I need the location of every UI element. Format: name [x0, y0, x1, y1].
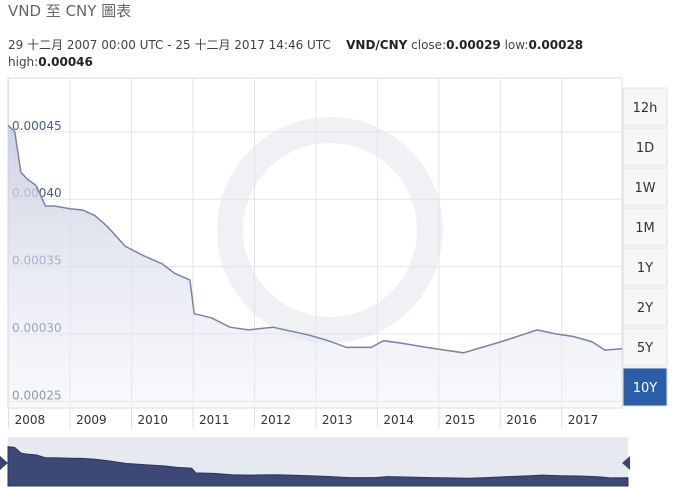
navigator-handle[interactable]: [622, 456, 630, 470]
range-button-label[interactable]: 1D: [636, 141, 654, 156]
chart-title: VND 至 CNY 圖表: [8, 2, 132, 20]
range-button-label[interactable]: 1Y: [637, 261, 653, 276]
date-range: 29 十二月 2007 00:00 UTC - 25 十二月 2017 14:4…: [8, 38, 331, 52]
range-button[interactable]: [622, 247, 668, 287]
range-button[interactable]: [622, 167, 668, 207]
range-button[interactable]: [622, 87, 668, 127]
x-tick-label: 2010: [138, 413, 169, 427]
pair: VND/CNY: [346, 38, 408, 52]
x-tick-label: 2008: [15, 413, 46, 427]
stat-value: 0.00029: [446, 38, 501, 52]
x-tick-label: 2012: [260, 413, 291, 427]
range-button-label[interactable]: 2Y: [637, 301, 653, 316]
range-button-label[interactable]: 5Y: [637, 341, 653, 356]
x-tick-label: 2011: [199, 413, 230, 427]
line: [7, 124, 623, 354]
chart-info: 29 十二月 2007 00:00 UTC - 25 十二月 2017 14:4…: [8, 36, 583, 53]
range-button[interactable]: [622, 127, 668, 167]
stat-label: low:: [504, 38, 529, 52]
y-tick-label: 0.00045: [12, 119, 62, 133]
stat-value: 0.00046: [38, 55, 93, 69]
range-button[interactable]: [622, 207, 668, 247]
range-button-label[interactable]: 10Y: [633, 381, 658, 396]
stat-label: close:: [411, 38, 447, 52]
range-button-label[interactable]: 12h: [633, 101, 658, 116]
x-tick-label: 2009: [76, 413, 107, 427]
watermark: [217, 117, 443, 343]
range-button[interactable]: [622, 287, 668, 327]
stat-label: high:: [8, 55, 39, 69]
chart-info: high:0.00046: [8, 55, 93, 69]
x-tick-label: 2015: [445, 413, 476, 427]
range-button-label[interactable]: 1W: [634, 181, 655, 196]
stat-value: 0.00028: [528, 38, 584, 52]
range-button[interactable]: [622, 327, 668, 367]
area: [8, 125, 622, 408]
range-button-label[interactable]: 1M: [635, 221, 655, 236]
x-tick-label: 2014: [383, 413, 414, 427]
navigator-area: [7, 446, 629, 487]
x-tick-label: 2017: [568, 413, 599, 427]
range-button[interactable]: [622, 367, 668, 407]
navigator-handle[interactable]: [0, 456, 8, 470]
x-tick-label: 2016: [506, 413, 537, 427]
x-tick-label: 2013: [322, 413, 353, 427]
